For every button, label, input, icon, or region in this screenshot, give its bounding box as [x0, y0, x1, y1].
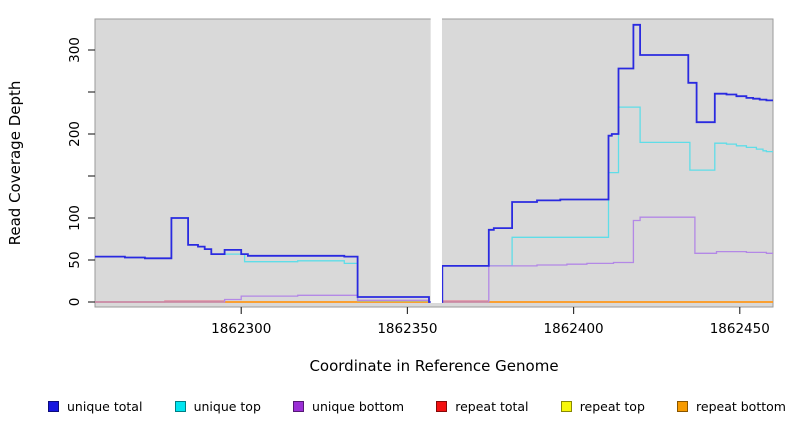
legend-item-repeat-bottom: repeat bottom	[677, 399, 786, 414]
repeat-top-swatch	[560, 401, 572, 412]
legend-label: unique total	[67, 399, 143, 414]
legend-item-repeat-top: repeat top	[560, 399, 645, 414]
no-data-gap	[430, 17, 442, 303]
unique-top-swatch	[174, 401, 186, 412]
unique-total-swatch	[48, 401, 59, 412]
legend-item-unique-top: unique top	[174, 399, 261, 414]
x-tick-label: 1862450	[710, 321, 770, 337]
y-tick-label: 50	[67, 251, 83, 268]
legend-item-repeat-total: repeat total	[436, 399, 529, 414]
y-tick-label: 100	[67, 205, 83, 231]
series-unique-bottom	[95, 216, 773, 303]
y-tick-label: 300	[67, 37, 83, 63]
repeat-total-swatch	[436, 401, 448, 412]
x-tick-label: 1862350	[377, 321, 437, 337]
y-axis-title: Read Coverage Depth	[6, 81, 24, 246]
plot-layer	[94, 17, 774, 308]
legend-label: repeat top	[579, 399, 645, 414]
legend-item-unique-total: unique total	[48, 399, 142, 414]
unique-bottom-swatch	[293, 401, 305, 412]
legend-label: unique top	[193, 399, 261, 414]
legend-item-unique-bottom: unique bottom	[293, 399, 404, 414]
y-tick-label: 0	[67, 298, 83, 307]
x-tick-label: 1862400	[544, 321, 604, 337]
x-axis-title: Coordinate in Reference Genome	[309, 357, 558, 375]
x-tick-label: 1862300	[211, 321, 271, 337]
legend-label: unique bottom	[312, 399, 405, 414]
y-tick-label: 200	[67, 121, 83, 147]
legend-label: repeat bottom	[696, 399, 786, 414]
repeat-bottom-swatch	[677, 401, 689, 412]
legend: unique total unique top unique bottom repea…	[48, 399, 786, 414]
legend-label: repeat total	[455, 399, 529, 414]
axis-layer: 0 50 100 200 300 1862300 1862350 1862400 1862450	[67, 37, 770, 337]
series-unique-total	[95, 23, 773, 303]
